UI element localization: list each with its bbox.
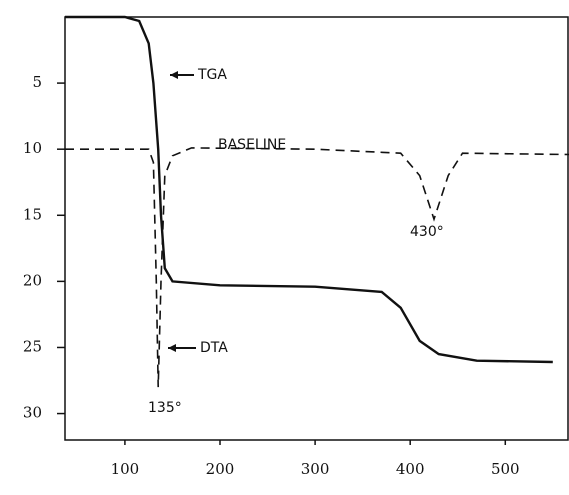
annotation: BASELINE bbox=[218, 137, 286, 153]
series-line bbox=[65, 17, 553, 362]
annotation: 135° bbox=[148, 400, 182, 416]
x-tick-label: 300 bbox=[301, 460, 330, 478]
y-tick-label: 15 bbox=[23, 205, 42, 223]
x-tick-label: 400 bbox=[396, 460, 425, 478]
y-tick-label: 5 bbox=[32, 73, 42, 91]
x-tick-label: 200 bbox=[206, 460, 235, 478]
y-tick-label: 25 bbox=[23, 337, 42, 355]
series-label: DTA bbox=[200, 340, 228, 356]
x-tick-label: 100 bbox=[111, 460, 140, 478]
y-tick-label: 20 bbox=[23, 271, 42, 289]
plot-frame bbox=[65, 17, 568, 440]
annotation: 430° bbox=[410, 224, 444, 240]
page: {"chart_data": {"type": "line", "xlim": … bbox=[0, 0, 569, 495]
arrow-head bbox=[168, 344, 176, 352]
series-label: TGA bbox=[197, 67, 227, 83]
series-line bbox=[65, 148, 569, 387]
y-tick-label: 30 bbox=[23, 404, 42, 422]
y-tick-label: 10 bbox=[23, 139, 42, 157]
x-tick-label: 500 bbox=[491, 460, 520, 478]
arrow-head bbox=[170, 71, 178, 79]
chart: 5 10 15 20 25 30 100 200 300 400 500 TGA DTA BASELINE… bbox=[0, 0, 569, 495]
